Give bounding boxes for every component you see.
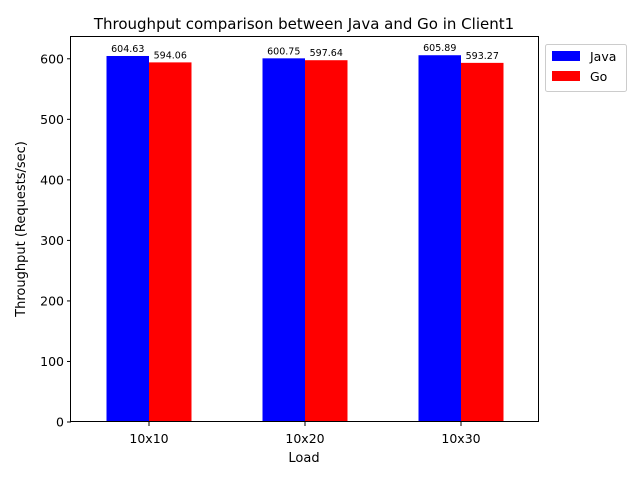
bar-java-10x10	[106, 55, 149, 423]
bar-go-10x30	[461, 62, 504, 423]
bar-java-10x20	[262, 58, 305, 423]
data-label-go-10x10: 594.06	[154, 50, 187, 61]
chart-title: Throughput comparison between Java and G…	[93, 15, 514, 33]
data-label-java-10x20: 600.75	[267, 46, 300, 57]
legend-swatch-go	[552, 71, 580, 81]
x-axis: 10x10 10x20 10x30	[129, 422, 481, 446]
x-tick-label: 10x30	[441, 431, 480, 446]
y-tick-label: 100	[40, 354, 64, 369]
bar-go-10x20	[305, 60, 348, 422]
plot-frame	[70, 36, 539, 422]
bars-group	[106, 55, 504, 423]
legend-label-java: Java	[589, 49, 616, 64]
y-tick-label: 200	[40, 293, 64, 308]
legend-label-go: Go	[590, 69, 607, 84]
y-tick-label: 0	[56, 415, 64, 430]
data-label-java-10x10: 604.63	[111, 44, 144, 55]
legend: Java Go	[545, 44, 627, 92]
bar-go-10x10	[149, 62, 192, 422]
y-tick-label: 300	[40, 233, 64, 248]
legend-swatch-java	[552, 51, 580, 61]
y-tick-label: 600	[40, 51, 64, 66]
data-label-go-10x30: 593.27	[466, 51, 499, 62]
data-label-java-10x30: 605.89	[423, 43, 456, 54]
y-tick-label: 400	[40, 172, 64, 187]
y-axis-label: Throughput (Requests/sec)	[14, 141, 29, 318]
data-label-go-10x20: 597.64	[310, 48, 343, 59]
y-tick-label: 500	[40, 112, 64, 127]
bar-java-10x30	[418, 55, 461, 423]
data-labels-group: 604.63 594.06 600.75 597.64 605.89 593.27	[111, 43, 499, 62]
y-axis: 0 100 200 300 400 500 600	[40, 51, 71, 430]
x-axis-label: Load	[288, 451, 319, 466]
x-tick-label: 10x10	[129, 431, 168, 446]
x-tick-label: 10x20	[285, 431, 324, 446]
